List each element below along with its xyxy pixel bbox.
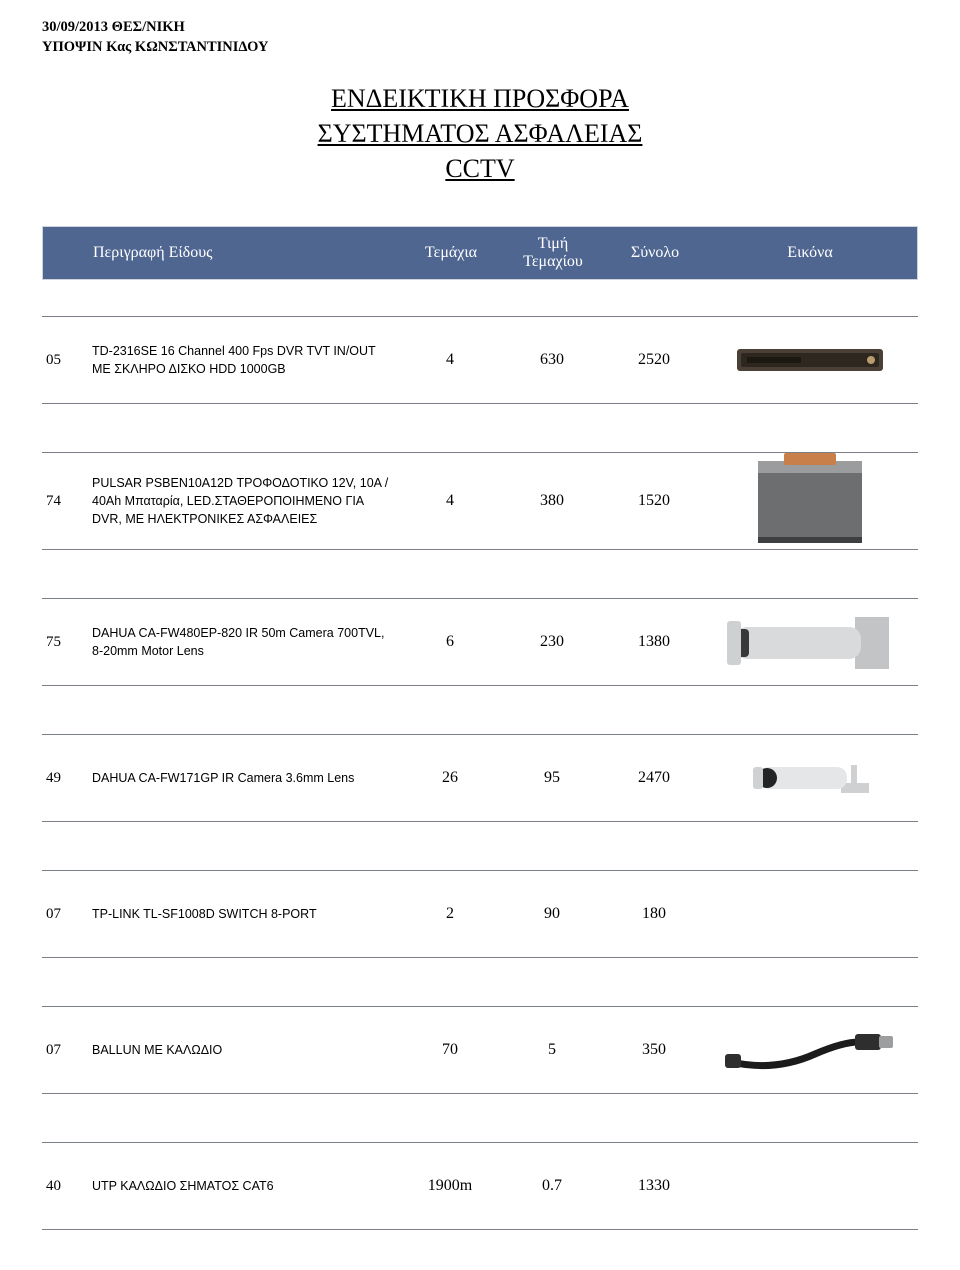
table-row: 07BALLUN ΜΕ ΚΑΛΩΔΙΟ705350: [42, 1006, 918, 1094]
row-price: 5: [498, 1041, 606, 1059]
product-image-bullet-camera: [745, 757, 875, 799]
product-image-balun: [725, 1024, 895, 1076]
title-line-1: ΕΝΔΕΙΚΤΙΚΗ ΠΡΟΣΦΟΡΑ: [331, 84, 629, 113]
row-price: 630: [498, 351, 606, 369]
product-image-psu: [750, 453, 870, 549]
product-image-dvr: [735, 343, 885, 377]
row-number: 07: [42, 1042, 92, 1059]
row-description: DAHUA CA-FW480EP-820 IR 50m Camera 700TV…: [92, 616, 402, 668]
title-block: ΕΝΔΕΙΚΤΙΚΗ ΠΡΟΣΦΟΡΑ ΣΥΣΤΗΜΑΤΟΣ ΑΣΦΑΛΕΙΑΣ…: [42, 81, 918, 186]
hdr-image: Εικόνα: [703, 244, 917, 262]
row-image-cell: [702, 1143, 918, 1229]
row-description: TP-LINK TL-SF1008D SWITCH 8-PORT: [92, 897, 402, 931]
row-image-cell: [702, 1007, 918, 1093]
row-total: 180: [606, 905, 702, 923]
row-description: UTP ΚΑΛΩΔΙΟ ΣΗΜΑΤΟΣ CAT6: [92, 1169, 402, 1203]
row-price: 230: [498, 633, 606, 651]
row-description: TD-2316SE 16 Channel 400 Fps DVR TVT IN/…: [92, 334, 402, 386]
row-qty: 1900m: [402, 1177, 498, 1195]
hdr-price: ΤιμήΤεμαχίου: [499, 235, 607, 272]
table-row: 74PULSAR PSBEN10A12D ΤΡΟΦΟΔΟΤΙΚΟ 12V, 10…: [42, 452, 918, 550]
row-image-cell: [702, 871, 918, 957]
row-number: 07: [42, 906, 92, 923]
hdr-desc: Περιγραφή Είδους: [93, 244, 403, 262]
row-price: 90: [498, 905, 606, 923]
row-description: DAHUA CA-FW171GP IR Camera 3.6mm Lens: [92, 761, 402, 795]
row-number: 05: [42, 352, 92, 369]
row-price: 95: [498, 769, 606, 787]
table-row: 40UTP ΚΑΛΩΔΙΟ ΣΗΜΑΤΟΣ CAT61900m0.71330: [42, 1142, 918, 1230]
row-total: 2470: [606, 769, 702, 787]
hdr-qty: Τεμάχια: [403, 244, 499, 262]
table-row: 75DAHUA CA-FW480EP-820 IR 50m Camera 700…: [42, 598, 918, 686]
row-image-cell: [702, 599, 918, 685]
row-image-cell: [702, 735, 918, 821]
row-qty: 2: [402, 905, 498, 923]
row-qty: 4: [402, 492, 498, 510]
row-total: 1520: [606, 492, 702, 510]
meta-attn: ΥΠΟΨΙΝ Κας ΚΩΝΣΤΑΝΤΙΝΙΔΟΥ: [42, 38, 918, 58]
title-line-2: ΣΥΣΤΗΜΑΤΟΣ ΑΣΦΑΛΕΙΑΣ: [318, 119, 643, 148]
table-header: Περιγραφή Είδους Τεμάχια ΤιμήΤεμαχίου Σύ…: [42, 226, 918, 280]
row-qty: 4: [402, 351, 498, 369]
row-qty: 70: [402, 1041, 498, 1059]
row-number: 74: [42, 493, 92, 510]
row-description: PULSAR PSBEN10A12D ΤΡΟΦΟΔΟΤΙΚΟ 12V, 10A …: [92, 466, 402, 536]
table-row: 07TP-LINK TL-SF1008D SWITCH 8-PORT290180: [42, 870, 918, 958]
table-row: 05TD-2316SE 16 Channel 400 Fps DVR TVT I…: [42, 316, 918, 404]
row-total: 1330: [606, 1177, 702, 1195]
row-total: 2520: [606, 351, 702, 369]
row-number: 49: [42, 770, 92, 787]
row-number: 40: [42, 1178, 92, 1195]
row-price: 0.7: [498, 1177, 606, 1195]
meta-date: 30/09/2013 ΘΕΣ/ΝΙΚΗ: [42, 18, 918, 38]
product-image-ir-camera: [725, 607, 895, 677]
title-line-3: CCTV: [445, 154, 514, 183]
row-image-cell: [702, 453, 918, 549]
row-qty: 6: [402, 633, 498, 651]
table-row: 49DAHUA CA-FW171GP IR Camera 3.6mm Lens2…: [42, 734, 918, 822]
hdr-total: Σύνολο: [607, 244, 703, 262]
row-image-cell: [702, 317, 918, 403]
row-total: 350: [606, 1041, 702, 1059]
row-price: 380: [498, 492, 606, 510]
row-number: 75: [42, 634, 92, 651]
row-total: 1380: [606, 633, 702, 651]
row-description: BALLUN ΜΕ ΚΑΛΩΔΙΟ: [92, 1033, 402, 1067]
row-qty: 26: [402, 769, 498, 787]
